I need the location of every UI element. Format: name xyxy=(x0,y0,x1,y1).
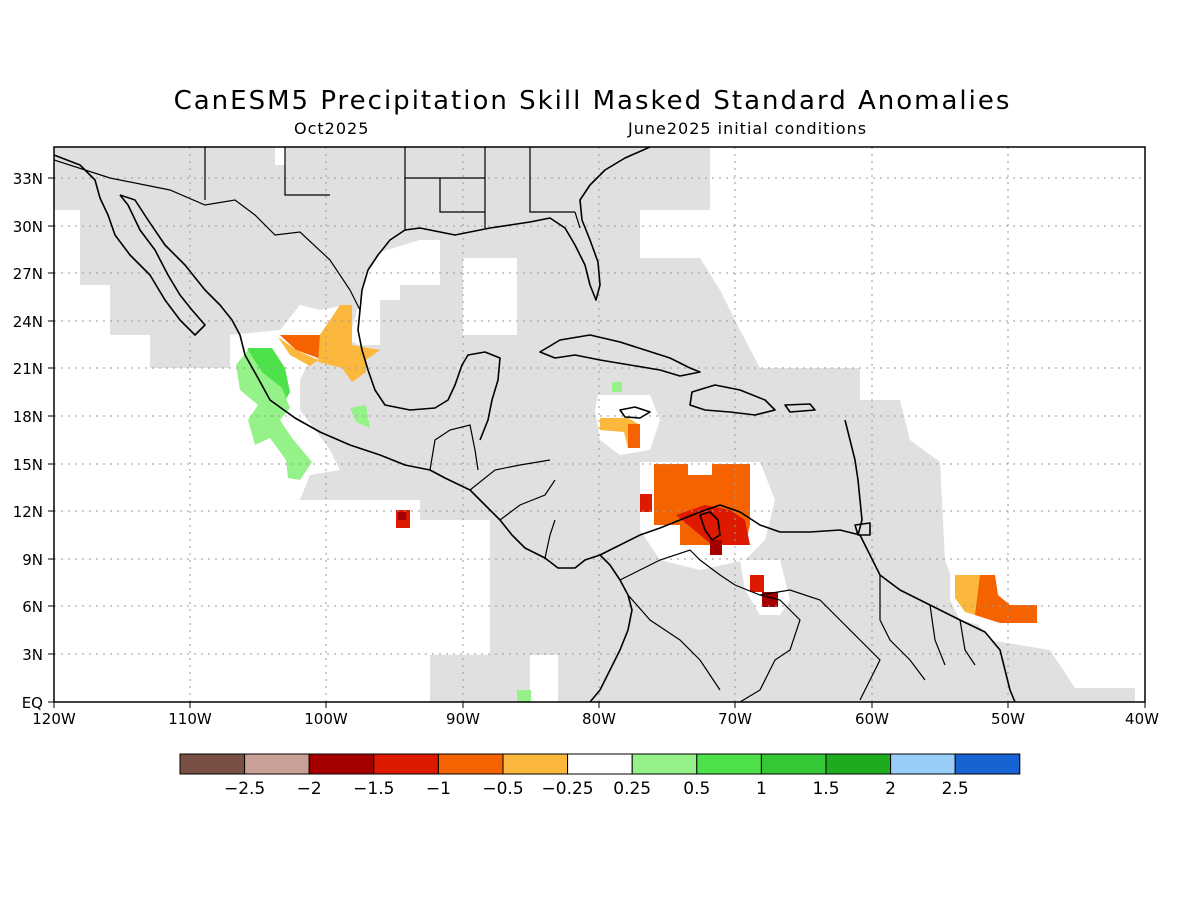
anomaly-patch xyxy=(750,575,764,592)
lat-label: 30N xyxy=(13,218,43,236)
political-borders xyxy=(54,147,976,702)
lon-label: 110W xyxy=(168,710,212,728)
lon-label: 60W xyxy=(855,710,889,728)
lon-label: 120W xyxy=(32,710,76,728)
lat-label: 27N xyxy=(13,265,43,283)
anomaly-patch xyxy=(762,592,778,607)
lat-label: 18N xyxy=(13,408,43,426)
colorbar-swatch xyxy=(696,753,762,775)
colorbar-swatch xyxy=(437,753,504,775)
colorbar-label: 1.5 xyxy=(812,779,839,799)
lat-label: EQ xyxy=(22,694,43,712)
colorbar-swatch xyxy=(760,753,827,775)
lon-label: 70W xyxy=(718,710,752,728)
initial-conditions: June2025 initial conditions xyxy=(628,119,868,138)
anomaly-patch xyxy=(640,494,652,512)
colorbar-swatch xyxy=(567,753,633,775)
lon-label: 40W xyxy=(1125,710,1159,728)
colorbar-label: −1.5 xyxy=(353,779,394,799)
colorbar-label: 1 xyxy=(756,779,767,799)
anomaly-patch xyxy=(318,305,380,382)
colorbar-label: −1 xyxy=(426,779,451,799)
lon-label: 100W xyxy=(304,710,348,728)
lon-label: 80W xyxy=(582,710,616,728)
lat-label: 21N xyxy=(13,360,43,378)
colorbar-swatch xyxy=(890,753,956,775)
colorbar-swatch xyxy=(244,753,310,775)
anomaly-patch xyxy=(236,350,312,480)
colorbar-swatch xyxy=(502,753,569,775)
lat-label: 15N xyxy=(13,456,43,474)
coastlines xyxy=(54,147,1016,702)
colorbar-label: 0.5 xyxy=(683,779,710,799)
anomaly-patch xyxy=(628,424,640,448)
longitude-labels: 120W 110W 100W 90W 80W 70W 60W 50W 40W xyxy=(32,710,1159,728)
latitude-labels: 33N 30N 27N 24N 21N 18N 15N 12N 9N 6N 3N… xyxy=(13,170,43,712)
colorbar-label: −0.25 xyxy=(542,779,594,799)
lat-label: 24N xyxy=(13,313,43,331)
colorbar-label: −0.5 xyxy=(482,779,523,799)
lat-label: 33N xyxy=(13,170,43,188)
colorbar: −2.5 −2 −1.5 −1 −0.5 −0.25 0.25 0.5 1 1.5 2 2.5 xyxy=(179,753,1021,799)
map-area xyxy=(54,147,1145,702)
anomaly-shading xyxy=(236,305,1037,702)
anomaly-patch xyxy=(278,337,318,366)
colorbar-swatch xyxy=(954,753,1021,775)
colorbar-label: 0.25 xyxy=(613,779,651,799)
colorbar-label: 2.5 xyxy=(942,779,969,799)
anomaly-patch xyxy=(710,540,722,555)
colorbar-swatch xyxy=(179,753,246,775)
anomaly-patch xyxy=(350,405,370,428)
colorbar-swatch xyxy=(373,753,439,775)
colorbar-label: −2.5 xyxy=(224,779,265,799)
colorbar-swatch xyxy=(825,753,892,775)
lat-label: 6N xyxy=(22,598,43,616)
anomaly-patch xyxy=(975,575,1037,623)
colorbar-swatch xyxy=(308,753,375,775)
colorbar-label: 2 xyxy=(885,779,896,799)
lat-label: 9N xyxy=(22,551,43,569)
lon-label: 90W xyxy=(446,710,480,728)
lon-label: 50W xyxy=(991,710,1025,728)
colorbar-swatch xyxy=(631,753,698,775)
forecast-month: Oct2025 xyxy=(294,119,370,138)
gridlines xyxy=(54,147,1145,702)
lat-label: 3N xyxy=(22,646,43,664)
anomaly-patch xyxy=(398,512,406,520)
tick-marks xyxy=(48,177,1146,708)
colorbar-label: −2 xyxy=(297,779,322,799)
lat-label: 12N xyxy=(13,503,43,521)
anomaly-patch xyxy=(517,690,531,702)
chart-title: CanESM5 Precipitation Skill Masked Stand… xyxy=(173,86,1012,116)
anomaly-patch xyxy=(612,382,622,392)
